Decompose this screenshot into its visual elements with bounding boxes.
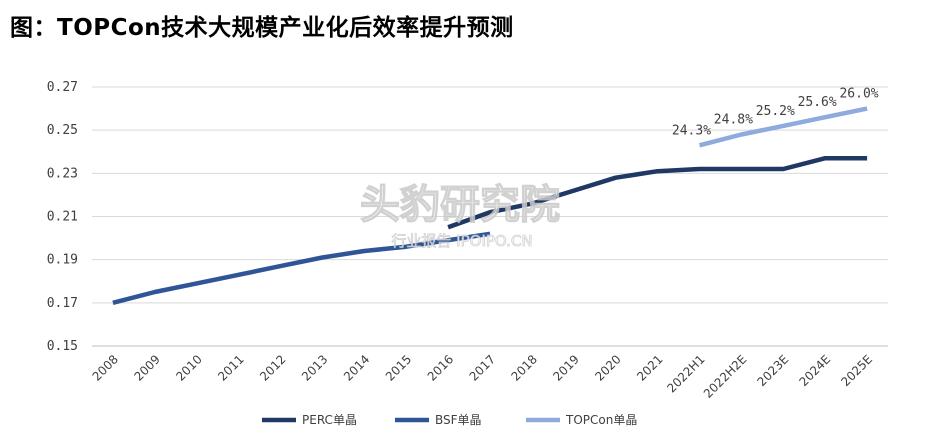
x-tick-label: 2014: [341, 352, 372, 383]
data-labels: 24.3%24.8%25.2%25.6%26.0%: [672, 87, 879, 139]
data-label: 25.6%: [798, 95, 837, 110]
x-tick-label: 2021: [634, 352, 665, 383]
watermark-text: 头豹研究院: [360, 182, 560, 228]
y-axis-ticks: 0.27 0.25 0.23 0.21 0.19 0.17 0.15: [47, 80, 78, 354]
x-tick-label: 2015: [383, 352, 414, 383]
y-tick-label: 0.17: [47, 296, 78, 311]
series-lines: [112, 106, 868, 305]
x-tick-label: 2016: [425, 352, 456, 383]
data-label: 24.3%: [672, 123, 711, 138]
legend-label: TOPCon单晶: [565, 413, 637, 426]
data-label: 24.8%: [714, 112, 753, 127]
watermark-subtext: 行业报告 IPOIPO.CN: [391, 232, 532, 250]
x-tick-label: 2022H2E: [701, 352, 750, 401]
x-tick-label: 2012: [257, 352, 288, 383]
data-label: 26.0%: [839, 87, 878, 102]
x-tick-label: 2024E: [796, 352, 833, 389]
legend-label: BSF单晶: [435, 413, 482, 426]
x-tick-label: 2009: [131, 352, 162, 383]
legend: PERC单晶 BSF单晶 TOPCon单晶: [262, 413, 637, 426]
y-tick-label: 0.23: [47, 166, 78, 181]
x-tick-label: 2025E: [838, 352, 875, 389]
x-tick-label: 2020: [592, 352, 623, 383]
chart-title: 图：TOPCon技术大规模产业化后效率提升预测: [10, 15, 514, 41]
x-tick-label: 2018: [509, 352, 540, 383]
x-tick-label: 2010: [173, 352, 204, 383]
x-axis-ticks: 2008 2009 2010 2011 2012 2013 2014 2015 2016 2017…: [90, 352, 876, 401]
y-tick-label: 0.25: [47, 123, 78, 138]
y-tick-label: 0.21: [47, 210, 78, 225]
x-tick-label: 2022H1: [664, 352, 707, 395]
y-tick-label: 0.27: [47, 80, 78, 95]
legend-label: PERC单晶: [302, 413, 357, 426]
gridlines: [92, 86, 888, 347]
data-label: 25.2%: [756, 104, 795, 119]
y-tick-label: 0.19: [47, 253, 78, 268]
x-tick-label: 2023E: [755, 352, 792, 389]
x-tick-label: 2011: [215, 352, 246, 383]
x-tick-label: 2008: [90, 352, 121, 383]
x-tick-label: 2013: [299, 352, 330, 383]
x-tick-label: 2019: [550, 352, 581, 383]
x-tick-label: 2017: [467, 352, 498, 383]
y-tick-label: 0.15: [47, 339, 78, 354]
series-line-1: [112, 231, 491, 305]
